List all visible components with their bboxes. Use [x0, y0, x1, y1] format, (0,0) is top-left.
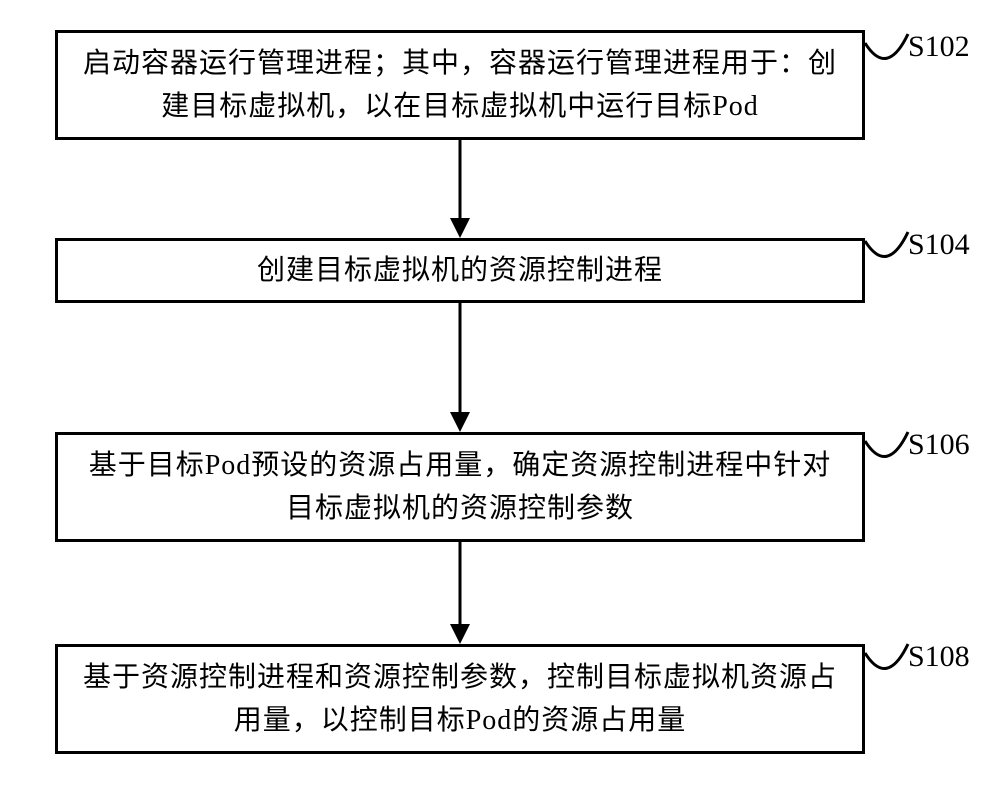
connector-curve-s106 — [862, 428, 912, 478]
flowchart-box-s108: 基于资源控制进程和资源控制参数，控制目标虚拟机资源占用量，以控制目标Pod的资源… — [55, 644, 865, 754]
box-text-s106: 基于目标Pod预设的资源占用量，确定资源控制进程中针对目标虚拟机的资源控制参数 — [78, 444, 842, 531]
flowchart-box-s102: 启动容器运行管理进程；其中，容器运行管理进程用于：创建目标虚拟机，以在目标虚拟机… — [55, 30, 865, 140]
step-label-s102: S102 — [908, 30, 970, 64]
step-label-s104: S104 — [908, 228, 970, 262]
box-text-s108: 基于资源控制进程和资源控制参数，控制目标虚拟机资源占用量，以控制目标Pod的资源… — [78, 656, 842, 743]
connector-curve-s104 — [862, 228, 912, 278]
connector-curve-s108 — [862, 640, 912, 690]
arrow-s106-s108 — [445, 542, 475, 644]
step-label-s108: S108 — [908, 640, 970, 674]
step-label-s106: S106 — [908, 428, 970, 462]
box-text-s102: 启动容器运行管理进程；其中，容器运行管理进程用于：创建目标虚拟机，以在目标虚拟机… — [78, 42, 842, 129]
box-text-s104: 创建目标虚拟机的资源控制进程 — [257, 249, 663, 292]
flowchart-box-s104: 创建目标虚拟机的资源控制进程 — [55, 238, 865, 303]
arrow-s104-s106 — [445, 303, 475, 432]
flowchart-box-s106: 基于目标Pod预设的资源占用量，确定资源控制进程中针对目标虚拟机的资源控制参数 — [55, 432, 865, 542]
connector-curve-s102 — [862, 30, 912, 80]
arrow-s102-s104 — [445, 140, 475, 238]
flowchart-container: 启动容器运行管理进程；其中，容器运行管理进程用于：创建目标虚拟机，以在目标虚拟机… — [0, 0, 1000, 796]
